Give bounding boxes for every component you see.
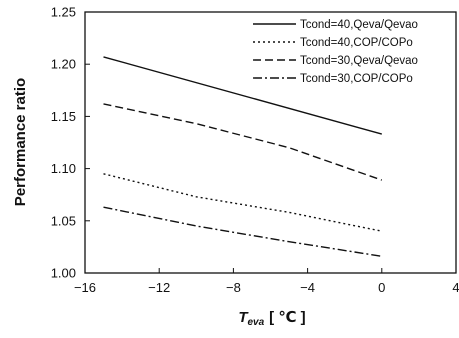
x-axis-title-symbol: T [238,309,249,326]
series-line-2 [103,173,382,232]
legend-label-2: Tcond=40,COP/COPo [300,37,413,49]
x-tick-label: 0 [378,280,385,295]
x-axis-title: Teva [ ℃ ] [238,309,305,328]
legend-label-3: Tcond=30,Qeva/Qevao [300,55,418,67]
series-lines [103,56,383,257]
series-line-3 [103,103,383,181]
legend-label-4: Tcond=30,COP/COPo [300,73,413,85]
y-tick-label: 1.15 [51,109,76,124]
axis-ticks: −16 −12 −8 −4 0 4 1.00 1.05 1.10 1.15 1.20 1.25 [51,5,459,296]
y-tick-label: 1.10 [51,161,76,176]
y-tick-label: 1.05 [51,213,76,228]
y-tick-label: 1.25 [51,5,76,20]
x-axis-title-subscript: eva [247,317,264,328]
x-tick-label: 4 [452,280,459,295]
x-axis-title-unit: [ ℃ ] [269,309,306,326]
series-line-4 [103,206,382,257]
x-tick-label: −8 [226,280,241,295]
y-axis-title: Performance ratio [12,78,29,206]
plot-area-frame [84,11,457,274]
x-tick-label: −16 [74,280,96,295]
y-tick-label: 1.00 [51,266,76,281]
series-line-1 [103,56,382,135]
legend: Tcond=40,Qeva/Qevao Tcond=40,COP/COPo Tcon… [253,19,418,85]
y-tick-label: 1.20 [51,57,76,72]
legend-label-1: Tcond=40,Qeva/Qevao [300,19,418,31]
x-tick-label: −12 [148,280,170,295]
x-tick-label: −4 [300,280,315,295]
